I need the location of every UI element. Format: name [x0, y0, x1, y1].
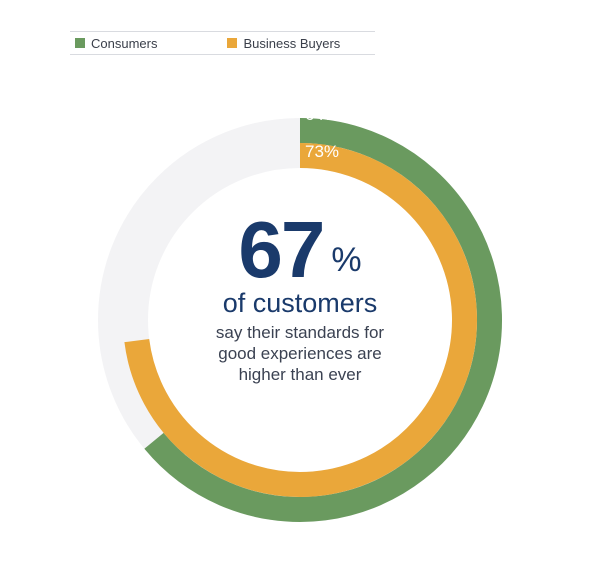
chart-legend: Consumers Business Buyers: [70, 31, 375, 55]
legend-label-consumers: Consumers: [91, 35, 158, 51]
callout: 67% of customers say their standards for…: [160, 210, 440, 385]
callout-unit: %: [331, 241, 362, 279]
callout-number: 67: [238, 205, 325, 294]
legend-item-business-buyers: Business Buyers: [227, 36, 340, 51]
arc-consumers: [144, 118, 502, 522]
legend-swatch-business-buyers: [227, 38, 238, 48]
legend-label-business-buyers: Business Buyers: [243, 35, 341, 51]
legend-item-consumers: Consumers: [75, 36, 157, 51]
callout-subhead: of customers: [222, 288, 378, 318]
arc-business-buyers: [124, 143, 477, 497]
data-label-business-buyers: 73%: [305, 142, 339, 161]
legend-swatch-consumers: [75, 38, 85, 48]
callout-description: say their standards for good experiences…: [215, 323, 385, 384]
data-label-consumers: 64%: [305, 105, 339, 124]
